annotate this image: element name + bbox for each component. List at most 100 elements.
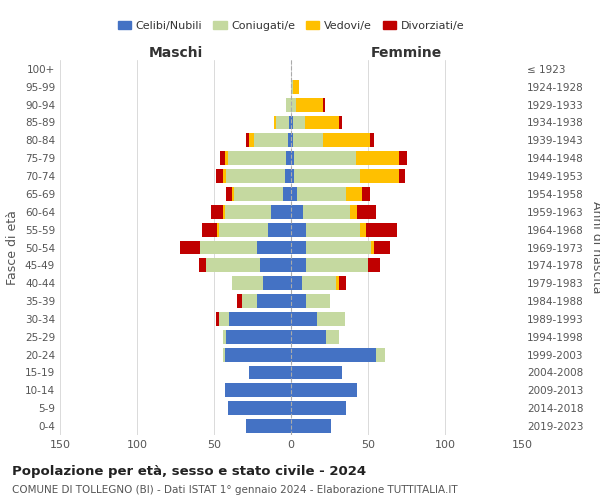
Bar	[226, 169, 285, 183]
Bar	[307, 258, 368, 272]
Bar	[346, 187, 362, 201]
Bar	[220, 151, 225, 165]
Bar	[268, 222, 291, 236]
Y-axis label: Fasce di età: Fasce di età	[7, 210, 19, 285]
Bar	[275, 116, 289, 130]
Bar	[257, 294, 291, 308]
Bar	[294, 169, 360, 183]
Bar	[237, 294, 242, 308]
Legend: Celibi/Nubili, Coniugati/e, Vedovi/e, Divorziati/e: Celibi/Nubili, Coniugati/e, Vedovi/e, Di…	[113, 17, 469, 36]
Bar	[225, 205, 271, 219]
Bar	[399, 151, 407, 165]
Bar	[360, 222, 367, 236]
Bar	[229, 312, 291, 326]
Bar	[376, 348, 385, 362]
Bar	[226, 330, 291, 344]
Bar	[350, 205, 357, 219]
Bar	[307, 240, 371, 254]
Bar	[289, 116, 291, 130]
Bar	[304, 205, 350, 219]
Bar	[335, 276, 339, 290]
Bar	[250, 366, 291, 380]
Bar	[399, 169, 405, 183]
Bar	[374, 240, 389, 254]
Bar	[250, 134, 254, 147]
Bar	[223, 169, 226, 183]
Bar	[305, 116, 339, 130]
Bar	[211, 205, 223, 219]
Bar	[291, 80, 293, 94]
Bar	[307, 294, 329, 308]
Bar	[291, 419, 331, 433]
Bar	[225, 348, 291, 362]
Bar	[291, 258, 307, 272]
Bar	[362, 187, 370, 201]
Bar	[215, 312, 218, 326]
Bar	[291, 151, 294, 165]
Bar	[291, 348, 376, 362]
Bar	[202, 222, 217, 236]
Bar	[215, 169, 223, 183]
Bar	[291, 222, 307, 236]
Bar	[223, 205, 225, 219]
Bar	[286, 151, 291, 165]
Bar	[228, 401, 291, 415]
Bar	[356, 151, 399, 165]
Bar	[225, 151, 228, 165]
Bar	[217, 222, 218, 236]
Bar	[293, 116, 305, 130]
Bar	[223, 330, 226, 344]
Bar	[223, 348, 225, 362]
Bar	[260, 258, 291, 272]
Bar	[199, 258, 206, 272]
Bar	[357, 205, 376, 219]
Bar	[307, 222, 360, 236]
Bar	[291, 330, 326, 344]
Y-axis label: Anni di nascita: Anni di nascita	[590, 201, 600, 294]
Bar	[291, 187, 297, 201]
Bar	[291, 366, 342, 380]
Bar	[234, 187, 283, 201]
Bar	[326, 330, 339, 344]
Bar	[370, 134, 374, 147]
Bar	[339, 116, 342, 130]
Bar	[286, 98, 291, 112]
Bar	[226, 187, 232, 201]
Bar	[360, 169, 399, 183]
Bar	[371, 240, 374, 254]
Text: Popolazione per età, sesso e stato civile - 2024: Popolazione per età, sesso e stato civil…	[12, 465, 366, 478]
Bar	[291, 294, 307, 308]
Bar	[291, 116, 293, 130]
Bar	[285, 169, 291, 183]
Bar	[291, 384, 357, 398]
Bar	[228, 151, 286, 165]
Bar	[291, 312, 317, 326]
Bar	[291, 240, 307, 254]
Bar	[232, 276, 263, 290]
Bar	[367, 222, 397, 236]
Bar	[263, 276, 291, 290]
Text: COMUNE DI TOLLEGNO (BI) - Dati ISTAT 1° gennaio 2024 - Elaborazione TUTTITALIA.I: COMUNE DI TOLLEGNO (BI) - Dati ISTAT 1° …	[12, 485, 458, 495]
Text: Femmine: Femmine	[371, 46, 442, 60]
Text: Maschi: Maschi	[148, 46, 203, 60]
Bar	[288, 134, 291, 147]
Bar	[323, 98, 325, 112]
Bar	[257, 240, 291, 254]
Bar	[291, 169, 294, 183]
Bar	[291, 276, 302, 290]
Bar	[271, 205, 291, 219]
Bar	[232, 187, 234, 201]
Bar	[291, 401, 346, 415]
Bar	[297, 187, 346, 201]
Bar	[323, 134, 370, 147]
Bar	[283, 187, 291, 201]
Bar	[302, 276, 335, 290]
Bar	[291, 205, 304, 219]
Bar	[206, 258, 260, 272]
Bar	[247, 419, 291, 433]
Bar	[247, 134, 250, 147]
Bar	[254, 134, 288, 147]
Bar	[339, 276, 346, 290]
Bar	[293, 80, 299, 94]
Bar	[368, 258, 380, 272]
